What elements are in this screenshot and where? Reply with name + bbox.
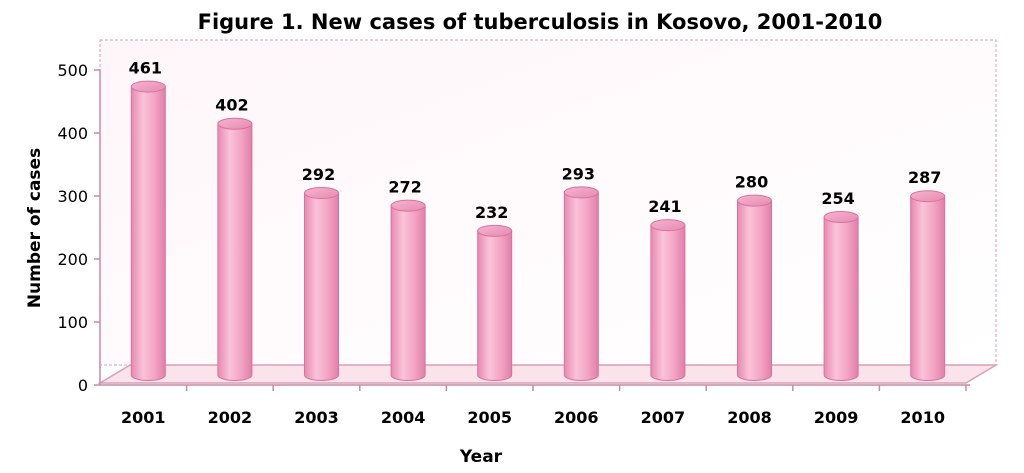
data-label-2006: 293 [562,164,595,183]
bar-top [304,187,339,200]
data-label-2008: 280 [735,173,768,192]
y-tick-label: 200 [57,250,88,269]
x-tick-label: 2007 [641,408,686,427]
data-label-2002: 402 [215,96,248,115]
bar-top [130,80,166,93]
x-axis-title: Year [459,447,503,467]
bar-top [650,219,686,232]
y-axis-title: Number of cases [25,148,45,308]
x-tick-label: 2008 [727,408,772,427]
bar-body [823,216,859,381]
bar-body [650,224,686,381]
data-label-2010: 287 [908,168,941,187]
x-tick-label: 2006 [554,408,599,427]
bar-top [823,210,859,223]
y-tick-label: 300 [57,187,88,206]
x-tick-label: 2004 [381,408,426,427]
bar-body [477,230,513,381]
x-tick-label: 2005 [467,408,512,427]
bar-2008 [737,194,772,381]
data-label-2009: 254 [821,189,854,208]
x-tick-label: 2002 [208,408,253,427]
bar-2006 [563,186,599,381]
bar-body [563,191,599,381]
bar-top [563,186,599,199]
bar-body [390,205,426,381]
x-tick-label: 2009 [814,408,859,427]
data-label-2003: 292 [302,165,335,184]
bar-body [304,192,339,381]
bar-top [910,190,946,203]
bar-2007 [650,219,686,381]
chart-title: Figure 1. New cases of tuberculosis in K… [198,10,883,34]
bar-top [217,117,253,130]
bar-2009 [823,210,859,381]
data-label-2001: 461 [129,59,162,78]
bar-body [130,86,166,381]
bar-2002 [217,117,253,381]
y-tick-label: 400 [57,124,88,143]
bar-top [477,224,513,237]
x-tick-label: 2001 [121,408,166,427]
bar-2005 [477,224,513,381]
bar-2004 [390,199,426,381]
bar-top [737,194,772,207]
y-tick-label: 100 [57,313,88,332]
x-tick-label: 2003 [294,408,339,427]
y-tick-label: 0 [78,376,88,395]
bar-body [910,195,946,381]
data-label-2005: 232 [475,203,508,222]
x-tick-label: 2010 [900,408,945,427]
bar-2003 [304,187,339,381]
bar-2001 [130,80,166,381]
bar-top [390,199,426,212]
y-tick-label: 500 [57,61,88,80]
bar-2010 [910,190,946,381]
bar-body [217,123,253,381]
data-label-2004: 272 [388,178,421,197]
bar-body [737,200,772,381]
data-label-2007: 241 [648,197,681,216]
